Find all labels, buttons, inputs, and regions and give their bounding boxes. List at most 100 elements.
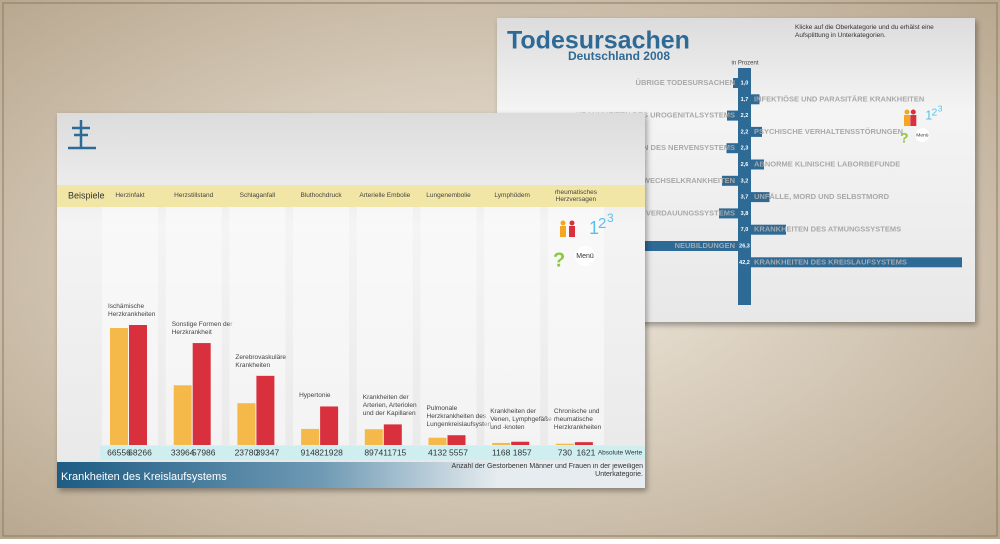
person-icon — [910, 109, 916, 115]
value-label: 7,0 — [741, 227, 749, 233]
value-label: 2,2 — [741, 113, 749, 119]
bar — [192, 343, 211, 445]
number-icon: 3 — [938, 103, 943, 113]
example-label: Schlaganfall — [239, 192, 276, 200]
bar — [492, 442, 511, 445]
example-label-box: Arterielle Embolie — [359, 192, 410, 199]
example-label-box: rheumatisches Herzversagen — [555, 189, 597, 204]
bar — [606, 241, 738, 251]
value-label: 3,8 — [741, 211, 749, 217]
category-label-box: Hypertonie — [299, 392, 331, 400]
header-label: Beispiele — [68, 190, 105, 200]
category-label: STOFFWECHSELKRANKHEITEN — [618, 176, 735, 185]
bar — [173, 385, 192, 445]
value-label: 3,2 — [741, 178, 749, 184]
value-label: 2,6 — [741, 162, 749, 168]
bar — [447, 435, 466, 445]
bar — [719, 208, 738, 219]
bar — [751, 224, 786, 235]
person-icon — [569, 226, 575, 237]
bar — [237, 403, 256, 445]
person-icon — [904, 109, 910, 115]
person-icon — [910, 115, 917, 126]
column-highlight — [547, 207, 604, 445]
category-label: Zerebrovaskuläre Krankheiten — [235, 353, 286, 369]
value-label: 730 — [558, 447, 572, 457]
bar — [726, 143, 738, 154]
category-label: Krankheiten der Arterien, Arteriolen und… — [362, 394, 417, 418]
category-label-box: Krankheiten der Venen, Lymphgefäße und -… — [490, 408, 552, 431]
example-label: Bluthochdruck — [300, 192, 342, 200]
value-label: 1,0 — [741, 80, 749, 86]
category-label-box: Ischämische Herzkrankheiten — [108, 303, 156, 318]
example-label-box: Bluthochdruck — [300, 192, 342, 200]
example-label-box: Lymphödem — [494, 192, 530, 200]
value-label: 4132 — [428, 447, 447, 457]
slide-background — [57, 113, 645, 488]
note: Klicke auf die Oberkategorie und du erhä… — [795, 24, 934, 39]
value-label: 1,7 — [741, 97, 749, 103]
value-label: 9148 — [301, 447, 320, 457]
bar — [383, 424, 402, 445]
value-label: 26,3 — [739, 243, 750, 249]
example-label: Herzstillstand — [174, 192, 214, 200]
value-label: 68266 — [128, 447, 152, 457]
person-icon — [560, 226, 566, 237]
number-icon: 2 — [598, 215, 606, 232]
value-strip — [100, 446, 645, 460]
category-label: Hypertonie — [299, 392, 331, 400]
category-label: KRANKHEITEN DES KREISLAUFSYSTEMS — [754, 257, 907, 266]
category-label: NEUBILDUNGEN — [675, 241, 735, 250]
value-label: 66556 — [107, 447, 131, 457]
menu-label[interactable]: Menü — [916, 132, 929, 138]
person-icon — [904, 115, 910, 126]
logo — [68, 120, 96, 150]
footer-note: Anzahl der Gestorbenen Männer und Frauen… — [451, 463, 643, 478]
menu-button[interactable] — [915, 128, 930, 143]
person-icon — [560, 220, 566, 226]
category-label: Pulmonale Herzkrankheiten des Lungenkrei… — [426, 405, 491, 429]
example-label-box: Herzinfakt — [115, 192, 145, 200]
value-label: 39347 — [256, 447, 280, 457]
category-label: Chronische und rheumatische Herzkrankhei… — [553, 408, 602, 431]
value-label: 11715 — [383, 447, 406, 457]
chart-title: Todesursachen — [507, 27, 690, 55]
bar — [733, 78, 738, 88]
category-label: INFEKTIÖSE UND PARASITÄRE KRANKHEITEN — [754, 94, 924, 103]
category-label: Krankheiten der Venen, Lymphgefäße und -… — [490, 408, 552, 431]
example-label: Lymphödem — [494, 192, 530, 200]
bar — [751, 126, 762, 137]
example-label: Herzinfakt — [115, 192, 145, 200]
category-label: UNFÄLLE, MORD UND SELBSTMORD — [754, 192, 890, 201]
frame — [2, 2, 998, 537]
menu-button[interactable] — [575, 246, 595, 266]
column-highlight — [356, 207, 413, 445]
category-label: KRANKHEITEN DES ATMUNGSSYSTEMS — [754, 225, 901, 234]
menu-label[interactable]: Menü — [576, 253, 594, 260]
category-label-box: Zerebrovaskuläre Krankheiten — [235, 353, 286, 369]
header-band — [57, 185, 645, 207]
example-label: Lungenembolie — [426, 192, 471, 200]
category-label-box: Sonstige Formen der Herzkrankheit — [172, 321, 233, 336]
category-label: Ischämische Herzkrankheiten — [108, 303, 156, 318]
value-label: 8974 — [364, 447, 383, 457]
bar — [511, 441, 530, 445]
bar — [256, 375, 275, 445]
category-label-box: Krankheiten der Arterien, Arteriolen und… — [362, 394, 417, 418]
bar — [727, 110, 738, 121]
value-label: 21928 — [319, 447, 343, 457]
bar — [364, 429, 383, 445]
example-label-box: Lungenembolie — [426, 192, 471, 200]
category-label: PSYCHISCHE VERHALTENSSTÖRUNGEN — [754, 127, 903, 136]
number-icon: 1 — [925, 109, 932, 123]
help-icon: ? — [553, 249, 565, 271]
person-icon — [569, 220, 575, 226]
footer-band — [57, 462, 645, 488]
value-label: 23780 — [235, 447, 259, 457]
bar — [751, 159, 764, 170]
bar — [722, 175, 738, 186]
bar — [574, 442, 593, 445]
